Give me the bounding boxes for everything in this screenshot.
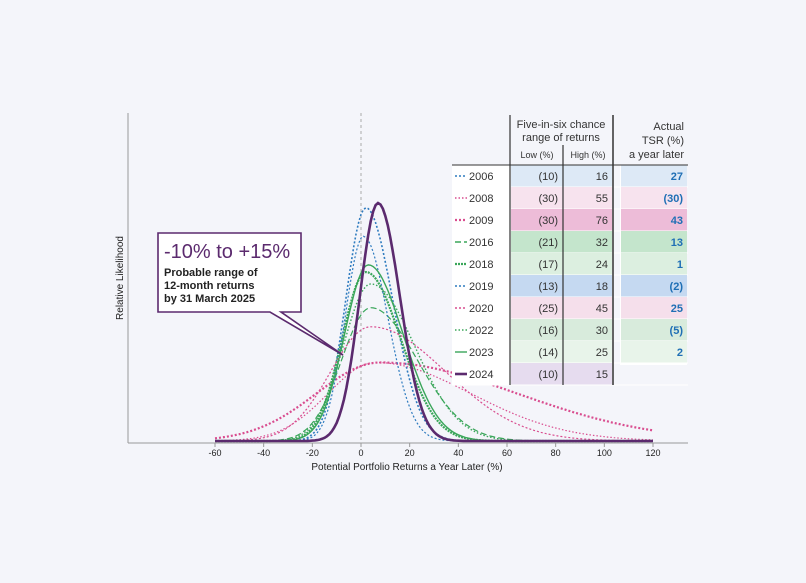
x-tick-label: 100 [597,448,612,458]
x-tick-label: 0 [358,448,363,458]
row-background [511,275,612,297]
x-tick-label: -60 [208,448,221,458]
table-cell-high: 76 [596,215,608,227]
table-cell-low: (13) [538,281,558,293]
x-ticks: -60 -40 -20 0 20 40 60 80 100 120 [208,443,661,458]
annotation-line-3: by 31 March 2025 [164,293,255,305]
tsr-header-line-3: a year later [629,149,684,161]
row-background [511,363,612,385]
tsr-cell-background [621,319,687,341]
x-tick-label: 60 [502,448,512,458]
table-cell-high: 45 [596,303,608,315]
table-cell-tsr: (2) [670,281,684,293]
table-cell-year: 2024 [469,369,493,381]
table-cell-year: 2018 [469,259,493,271]
row-background [511,253,612,275]
row-background [511,297,612,319]
x-tick-label: 40 [453,448,463,458]
table-cell-year: 2020 [469,303,493,315]
x-tick-label: -20 [306,448,319,458]
row-background [511,165,612,187]
tsr-cell-background [621,231,687,253]
tsr-cell-background [621,275,687,297]
table-cell-tsr: 2 [677,347,683,359]
row-background [511,231,612,253]
x-tick-label: 20 [405,448,415,458]
table-cell-high: 32 [596,237,608,249]
row-background [511,209,612,231]
tsr-header-line-2: TSR (%) [642,135,684,147]
table-cell-high: 25 [596,347,608,359]
table-cell-high: 15 [596,369,608,381]
table-cell-tsr: 25 [671,303,683,315]
tsr-cell-background [621,187,687,209]
tsr-cell-background [621,165,687,187]
table-rows: 2006 (10) 16 27 2008 (30) 55 (30) 2009 (30) 76 43 20… [452,165,688,386]
annotation-headline: -10% to +15% [164,241,290,263]
x-axis-title: Potential Portfolio Returns a Year Later… [311,462,502,473]
returns-table: Five-in-six chance range of returns Low … [452,115,688,386]
distribution-curves [214,201,654,443]
x-tick-label: 120 [645,448,660,458]
x-tick-label: 80 [551,448,561,458]
table-cell-low: (10) [538,171,558,183]
row-background [511,319,612,341]
table-cell-year: 2019 [469,281,493,293]
tsr-cell-background [621,297,687,319]
table-cell-year: 2009 [469,215,493,227]
annotation-line-1: Probable range of [164,267,258,279]
y-axis-title: Relative Likelihood [115,236,126,320]
table-cell-tsr: (30) [663,193,683,205]
table-cell-low: (10) [538,369,558,381]
table-cell-low: (30) [538,193,558,205]
tsr-header-line-1: Actual [653,121,684,133]
table-cell-low: (25) [538,303,558,315]
tsr-cell-background [621,253,687,275]
row-background [511,187,612,209]
x-tick-label: -40 [257,448,270,458]
table-title-line-2: range of returns [522,132,600,144]
annotation-line-2: 12-month returns [164,280,254,292]
table-cell-low: (17) [538,259,558,271]
tsr-cell-background [621,209,687,231]
table-title-line-1: Five-in-six chance [517,119,606,131]
table-cell-high: 55 [596,193,608,205]
table-cell-year: 2022 [469,325,493,337]
series-line-2008 [215,361,654,442]
table-cell-tsr: 43 [671,215,683,227]
series-line-2009 [214,361,654,440]
table-cell-tsr: 13 [671,237,683,249]
annotation-callout: -10% to +15% Probable range of 12-month … [157,232,344,356]
callout-box [157,232,344,356]
table-cell-year: 2016 [469,237,493,249]
table-cell-high: 30 [596,325,608,337]
col-high-header: High (%) [570,150,605,160]
table-cell-year: 2008 [469,193,493,205]
table-cell-low: (30) [538,215,558,227]
table-cell-year: 2006 [469,171,493,183]
row-background [511,341,612,363]
table-cell-low: (14) [538,347,558,359]
table-cell-low: (16) [538,325,558,337]
col-low-header: Low (%) [520,150,553,160]
table-cell-tsr: (5) [670,325,684,337]
tsr-cell-background [621,341,687,363]
table-cell-high: 18 [596,281,608,293]
table-cell-low: (21) [538,237,558,249]
series-line-2024 [215,201,653,443]
table-cell-high: 24 [596,259,608,271]
table-cell-tsr: 27 [671,171,683,183]
table-cell-year: 2023 [469,347,493,359]
table-cell-tsr: 1 [677,259,683,271]
table-cell-high: 16 [596,171,608,183]
